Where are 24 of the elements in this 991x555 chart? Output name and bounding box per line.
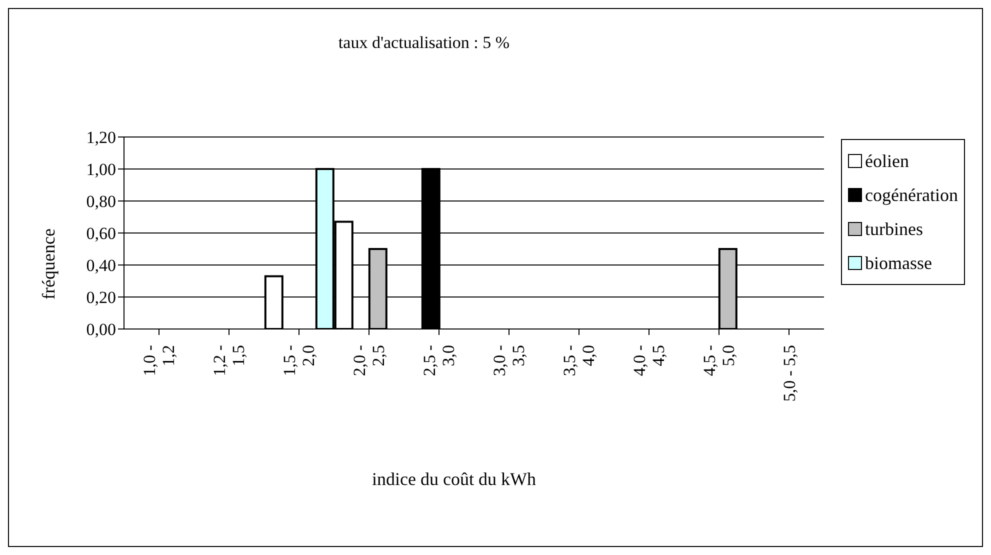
x-tick-label: 4,0 - 4,5 <box>630 344 668 376</box>
legend-label: éolien <box>865 150 909 172</box>
x-axis-title: indice du coût du kWh <box>371 469 537 490</box>
legend-label: cogénération <box>865 184 958 206</box>
x-tick-label: 1,2 - 1,5 <box>210 344 248 376</box>
x-tick-label: 4,5 - 5,0 <box>700 344 738 376</box>
x-tick-label: 5,0 - 5,5 <box>780 345 799 402</box>
chart-title: taux d'actualisation : 5 % <box>337 33 511 53</box>
y-tick-label: 0,20 <box>86 288 116 308</box>
x-tick-label: 2,5 - 3,0 <box>420 344 458 376</box>
y-tick-label: 1,20 <box>86 128 116 148</box>
x-tick-label: 1,5 - 2,0 <box>280 344 318 376</box>
x-tick-label: 3,5 - 4,0 <box>560 344 598 376</box>
y-tick-label: 0,00 <box>86 320 116 340</box>
y-tick-label: 0,40 <box>86 256 116 276</box>
y-axis-title: fréquence <box>38 228 60 300</box>
y-tick-label: 1,00 <box>86 160 116 180</box>
x-tick-label: 2,0 - 2,5 <box>350 344 388 376</box>
x-tick-label: 1,0 - 1,2 <box>140 344 178 376</box>
y-tick-label: 0,80 <box>86 192 116 212</box>
legend-label: biomasse <box>865 252 932 274</box>
y-tick-label: 0,60 <box>86 224 116 244</box>
x-tick-label: 3,0 - 3,5 <box>490 344 528 376</box>
legend-label: turbines <box>865 218 923 240</box>
